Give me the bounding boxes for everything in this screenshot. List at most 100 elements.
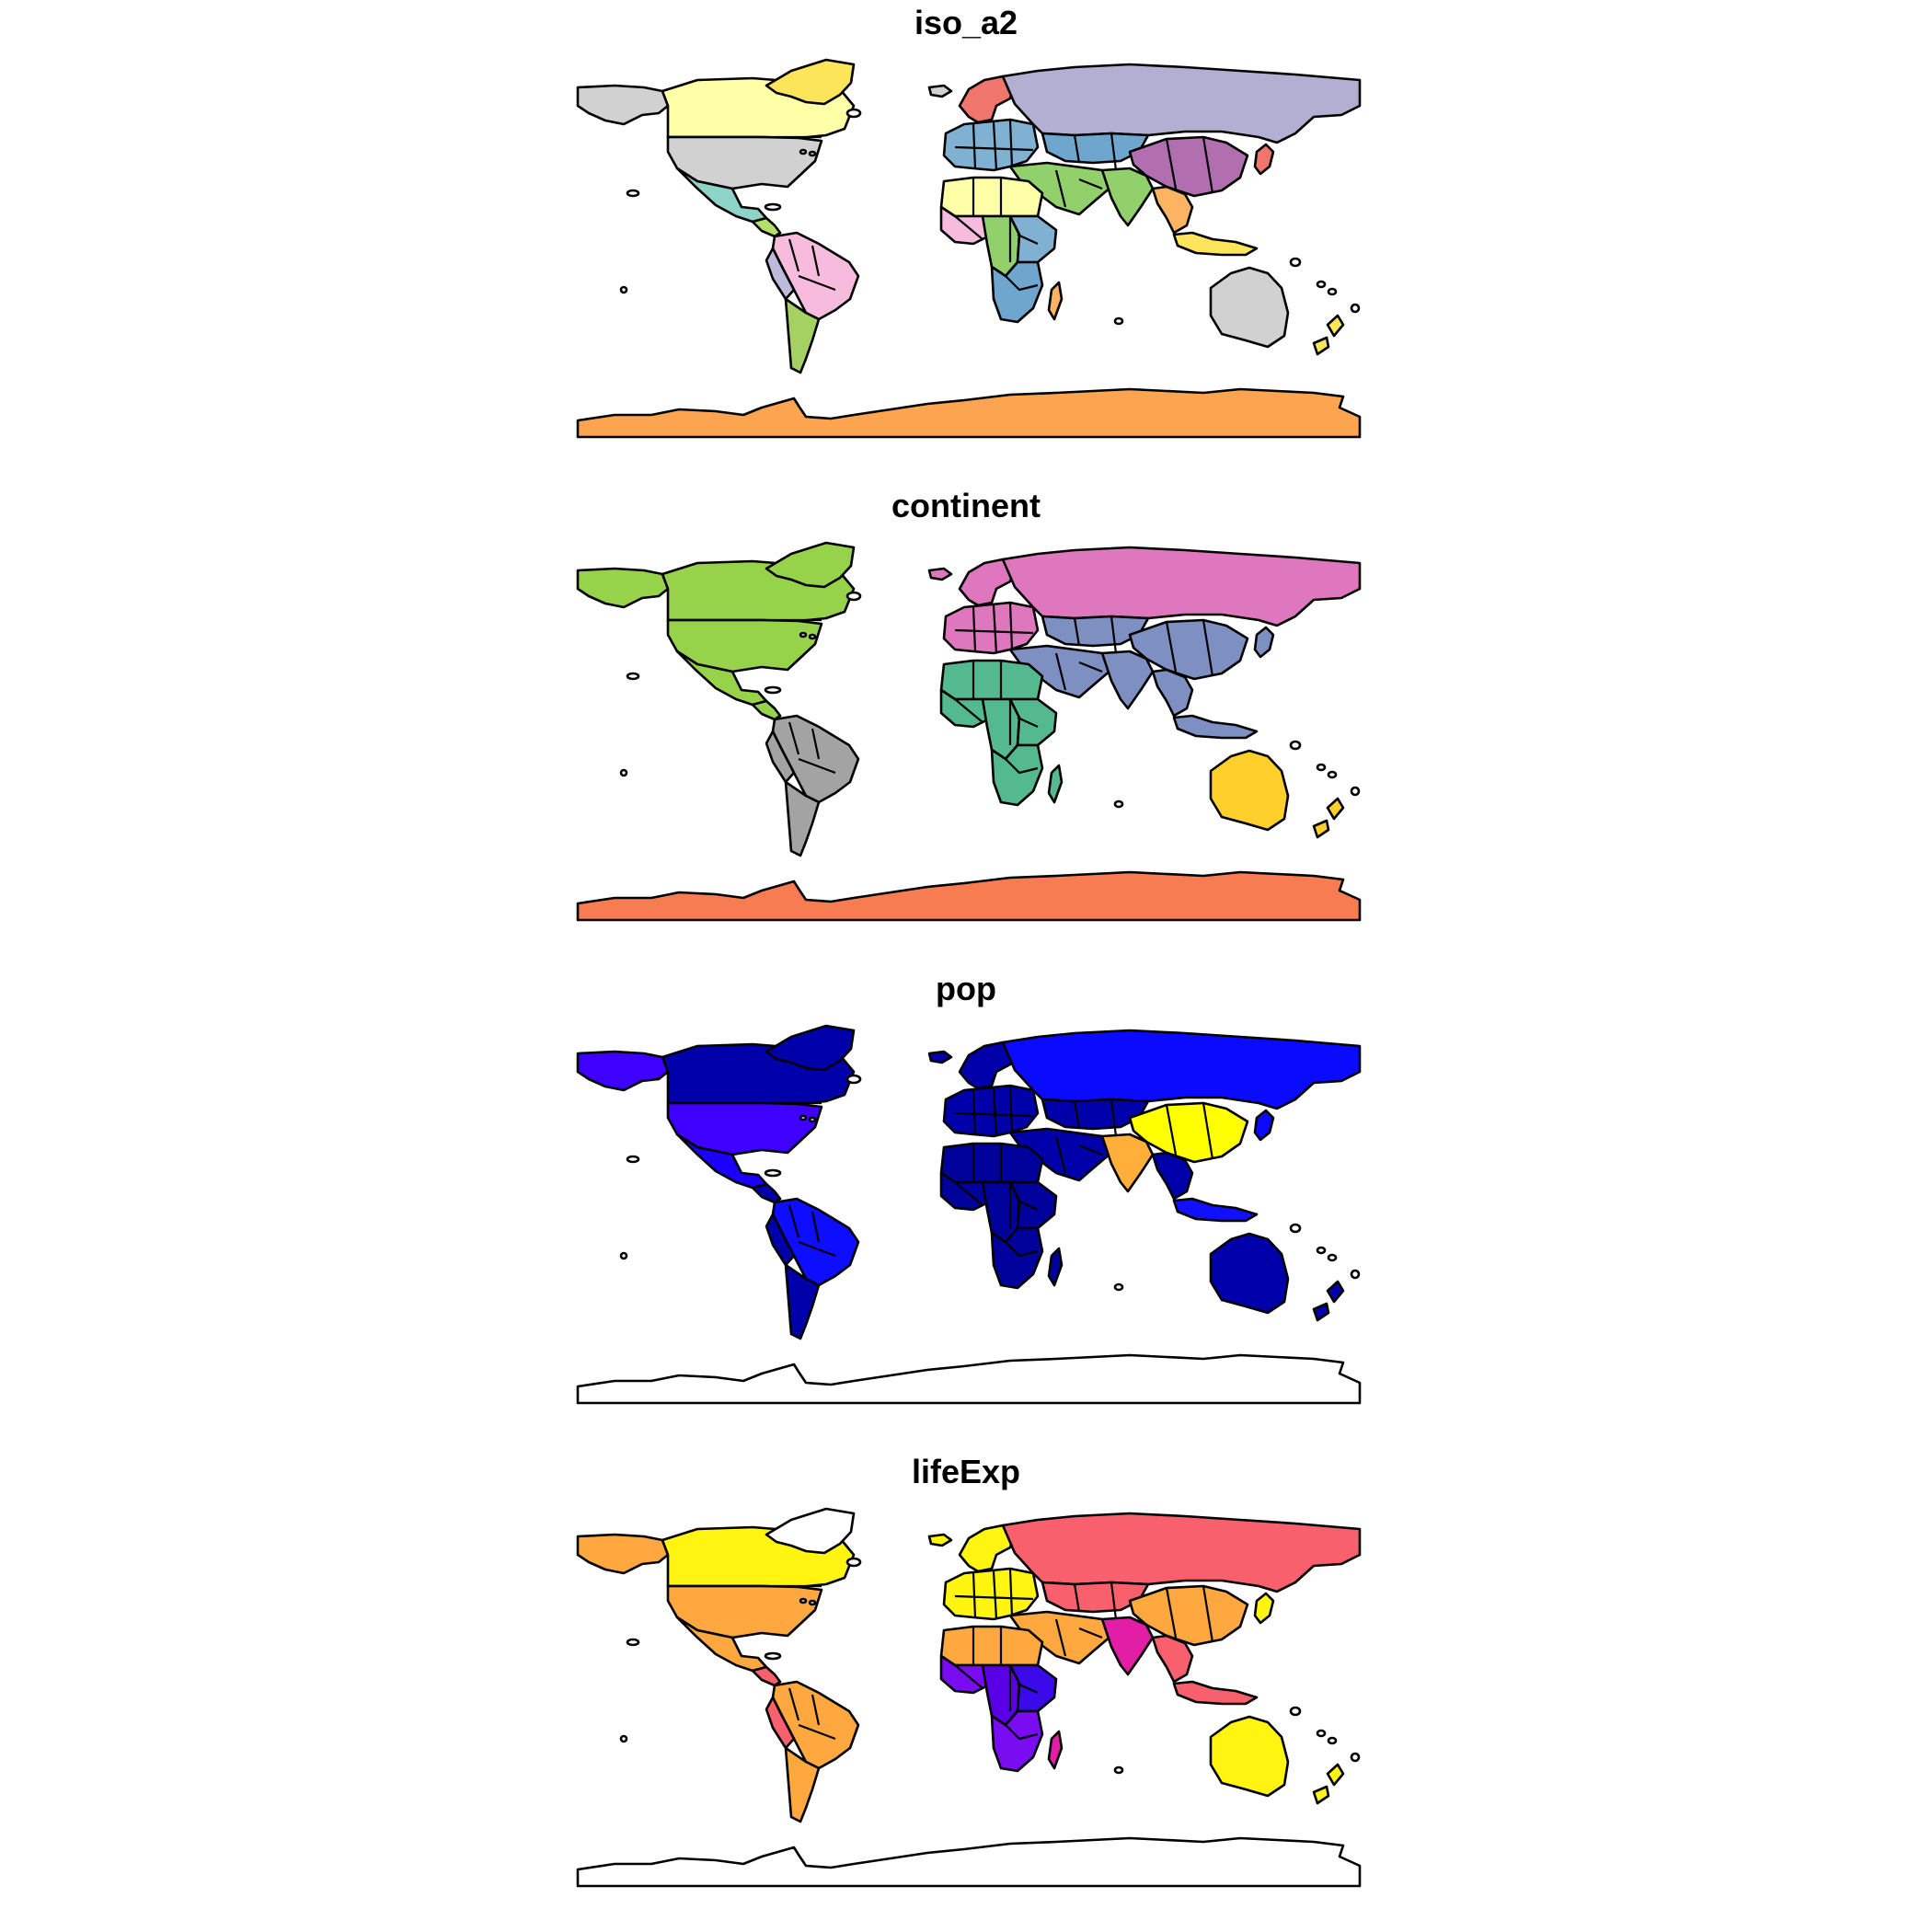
region-argentina: [784, 780, 821, 857]
region-antarctica: [576, 387, 1362, 439]
island: [799, 631, 808, 638]
country-border: [1165, 1102, 1214, 1160]
region-india: [1100, 1133, 1155, 1193]
country-border: [954, 1181, 1039, 1258]
panel-title: pop: [936, 970, 996, 1007]
island: [799, 148, 808, 155]
region-argentina: [784, 1263, 821, 1340]
island: [1113, 1282, 1124, 1292]
country-border: [954, 698, 1039, 775]
region-southern-africa: [990, 260, 1044, 324]
region-southeast-asia: [1151, 668, 1194, 718]
region-new-zealand: [1312, 314, 1345, 356]
region-southern-africa: [990, 1226, 1044, 1290]
region-central-america: [751, 1665, 782, 1687]
region-japan: [1253, 1592, 1275, 1625]
region-antarctica: [576, 1836, 1362, 1888]
region-scandinavia: [958, 75, 1017, 124]
island: [764, 1168, 782, 1178]
country-border: [954, 215, 1039, 292]
country-border: [1054, 1581, 1118, 1657]
country-border: [954, 1086, 1034, 1137]
island: [845, 591, 862, 602]
region-greenland: [765, 541, 856, 589]
island: [764, 1651, 782, 1661]
region-iceland: [927, 1533, 953, 1547]
region-alaska: [576, 1050, 670, 1092]
region-indonesia: [1172, 1197, 1259, 1223]
region-southeast-asia: [1151, 185, 1194, 235]
island: [626, 189, 640, 198]
region-east-africa: [1008, 214, 1058, 264]
region-alaska: [576, 567, 670, 609]
island: [1316, 763, 1327, 772]
panel-title: continent: [891, 487, 1041, 524]
island: [626, 1638, 640, 1647]
country-border: [954, 603, 1034, 654]
region-australia: [1209, 1715, 1290, 1798]
island: [1316, 280, 1327, 289]
region-north-africa: [939, 1142, 1044, 1184]
island: [845, 1557, 862, 1568]
region-central-america: [751, 699, 782, 721]
island: [626, 672, 640, 681]
country-border: [972, 178, 1012, 262]
region-kazakhstan: [1041, 132, 1150, 165]
region-north-africa: [939, 176, 1044, 218]
island: [626, 1155, 640, 1164]
region-indonesia: [1172, 714, 1259, 740]
island: [1327, 1253, 1338, 1262]
island: [764, 202, 782, 212]
region-east-africa: [1008, 1180, 1058, 1230]
island: [1289, 740, 1302, 751]
region-indonesia: [1172, 1680, 1259, 1706]
panel-title: lifeExp: [911, 1453, 1021, 1490]
island: [1113, 799, 1124, 809]
island: [1289, 257, 1302, 268]
map-panel-iso-a2: iso_a2: [0, 0, 1932, 483]
island: [808, 633, 817, 640]
region-russia: [1001, 1029, 1362, 1110]
region-north-africa: [939, 1625, 1044, 1667]
region-argentina: [784, 1746, 821, 1823]
region-iceland: [927, 84, 953, 98]
region-antarctica: [576, 1353, 1362, 1405]
country-border: [1165, 1585, 1214, 1643]
map-panel-continent: continent: [0, 483, 1932, 966]
region-india: [1100, 650, 1155, 710]
country-border: [972, 1144, 1012, 1228]
region-madagascar: [1047, 1247, 1064, 1287]
island: [845, 108, 862, 119]
country-border: [1054, 132, 1118, 208]
country-border: [1054, 1098, 1118, 1174]
country-border: [954, 1569, 1034, 1620]
island: [1350, 303, 1361, 314]
region-madagascar: [1047, 764, 1064, 804]
island: [1113, 1765, 1124, 1775]
region-new-zealand: [1312, 797, 1345, 839]
region-japan: [1253, 1109, 1275, 1142]
region-europe: [942, 1567, 1040, 1621]
island: [1350, 1269, 1361, 1280]
island: [1350, 786, 1361, 797]
country-border: [972, 661, 1012, 745]
region-scandinavia: [958, 1041, 1017, 1090]
region-japan: [1253, 143, 1275, 176]
island: [1350, 1752, 1361, 1763]
region-argentina: [784, 297, 821, 374]
region-indonesia: [1172, 231, 1259, 257]
region-east-africa: [1008, 1663, 1058, 1713]
region-kazakhstan: [1041, 615, 1150, 648]
island: [619, 1734, 628, 1743]
island: [845, 1074, 862, 1085]
region-australia: [1209, 749, 1290, 832]
region-scandinavia: [958, 1524, 1017, 1573]
region-southeast-asia: [1151, 1634, 1194, 1684]
region-greenland: [765, 1507, 856, 1555]
region-new-zealand: [1312, 1763, 1345, 1805]
island: [1327, 287, 1338, 296]
island: [1289, 1706, 1302, 1717]
region-iceland: [927, 567, 953, 581]
region-japan: [1253, 626, 1275, 659]
country-border: [788, 238, 836, 292]
